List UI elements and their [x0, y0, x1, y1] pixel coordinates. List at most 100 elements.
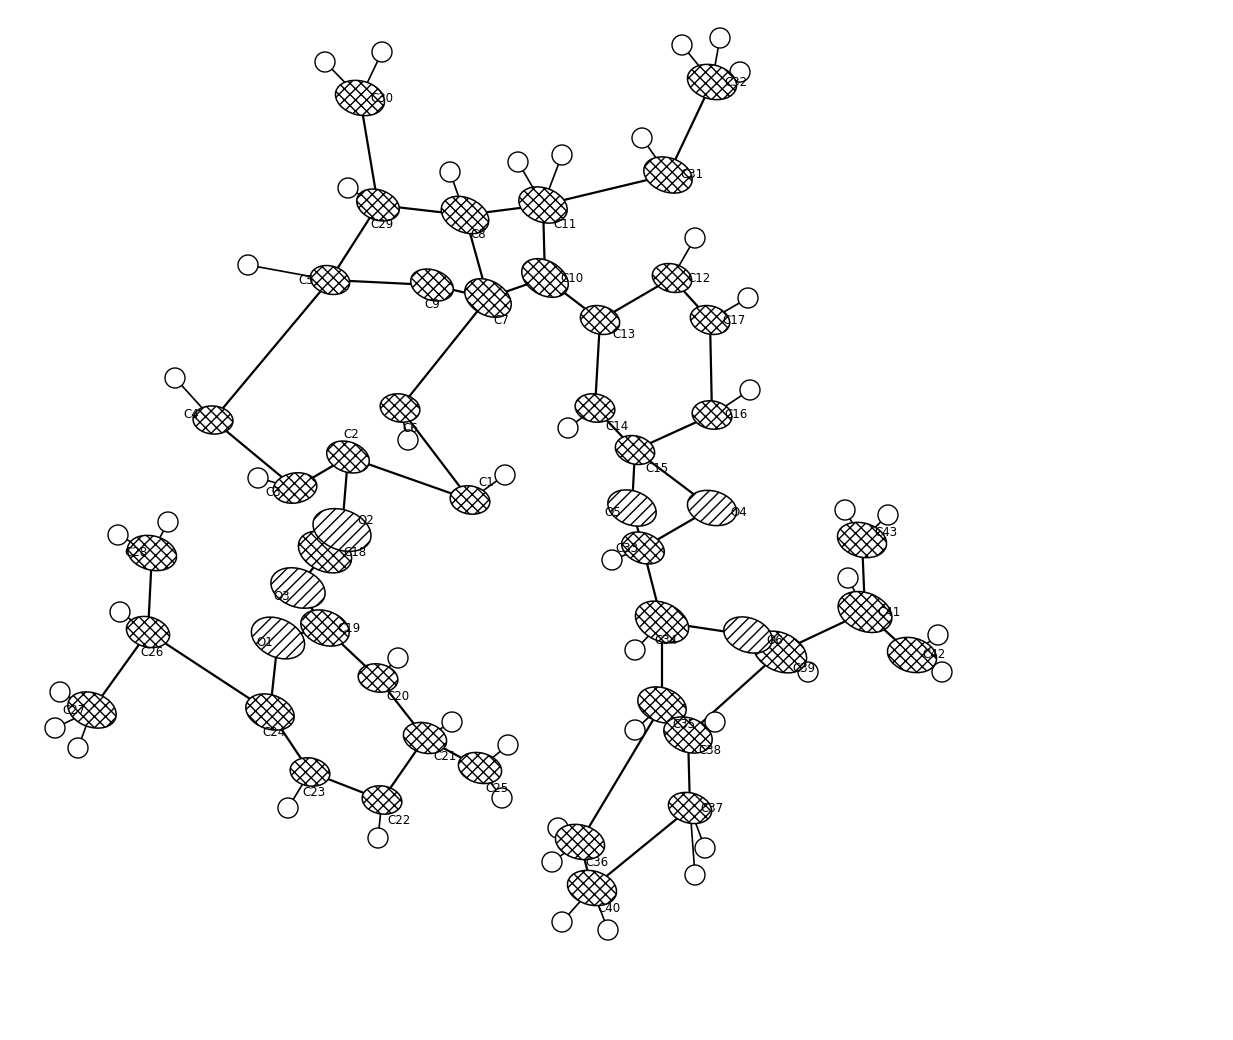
Circle shape [338, 178, 358, 198]
Text: C3: C3 [265, 487, 281, 499]
Circle shape [552, 145, 572, 165]
Ellipse shape [252, 617, 305, 659]
Ellipse shape [363, 786, 402, 814]
Circle shape [238, 255, 258, 275]
Circle shape [277, 798, 298, 818]
Circle shape [552, 912, 572, 932]
Text: C6: C6 [402, 421, 418, 435]
Text: C17: C17 [723, 313, 745, 327]
Ellipse shape [313, 509, 371, 551]
Ellipse shape [290, 758, 330, 786]
Circle shape [367, 828, 388, 848]
Circle shape [625, 720, 645, 740]
Circle shape [547, 818, 568, 838]
Circle shape [494, 465, 515, 485]
Ellipse shape [581, 306, 620, 335]
Text: O2: O2 [358, 514, 374, 526]
Circle shape [51, 682, 70, 702]
Text: C38: C38 [698, 745, 721, 757]
Ellipse shape [837, 522, 887, 557]
Ellipse shape [403, 723, 446, 754]
Text: C9: C9 [424, 298, 440, 312]
Text: C7: C7 [493, 313, 509, 327]
Circle shape [248, 468, 268, 488]
Text: O5: O5 [604, 506, 620, 520]
Ellipse shape [575, 394, 615, 422]
Ellipse shape [668, 792, 711, 824]
Text: C25: C25 [485, 781, 508, 795]
Text: C18: C18 [343, 546, 366, 558]
Circle shape [739, 288, 758, 308]
Text: C34: C34 [653, 633, 677, 647]
Ellipse shape [555, 825, 604, 860]
Ellipse shape [753, 631, 806, 673]
Ellipse shape [411, 269, 454, 301]
Circle shape [44, 718, 65, 738]
Ellipse shape [465, 279, 512, 317]
Text: C21: C21 [433, 750, 456, 762]
Circle shape [342, 88, 363, 108]
Text: O1: O1 [256, 636, 272, 650]
Ellipse shape [327, 441, 370, 473]
Text: C41: C41 [877, 605, 900, 619]
Text: C5: C5 [298, 274, 313, 286]
Text: C37: C37 [700, 802, 723, 814]
Ellipse shape [621, 532, 665, 564]
Circle shape [705, 712, 725, 732]
Ellipse shape [335, 80, 385, 115]
Ellipse shape [567, 870, 616, 906]
Ellipse shape [692, 400, 732, 430]
Ellipse shape [663, 717, 713, 753]
Ellipse shape [380, 394, 420, 422]
Ellipse shape [688, 64, 736, 100]
Text: C26: C26 [141, 646, 163, 658]
Circle shape [559, 418, 578, 438]
Ellipse shape [688, 490, 736, 525]
Ellipse shape [274, 473, 317, 503]
Circle shape [388, 648, 408, 668]
Circle shape [165, 368, 185, 388]
Text: C12: C12 [687, 271, 710, 285]
Text: C13: C13 [612, 329, 635, 341]
Text: C33: C33 [615, 542, 637, 554]
Circle shape [543, 852, 562, 872]
Ellipse shape [888, 638, 937, 673]
Text: C29: C29 [370, 218, 393, 232]
Circle shape [598, 920, 618, 940]
Text: C42: C42 [922, 649, 946, 661]
Text: C10: C10 [560, 271, 583, 285]
Text: O3: O3 [272, 590, 290, 602]
Circle shape [686, 865, 705, 885]
Circle shape [878, 505, 898, 525]
Text: C1: C1 [478, 475, 493, 489]
Text: C2: C2 [343, 428, 359, 442]
Text: C36: C36 [584, 856, 608, 868]
Circle shape [695, 838, 715, 858]
Ellipse shape [68, 692, 116, 728]
Ellipse shape [358, 664, 398, 693]
Ellipse shape [356, 189, 399, 220]
Circle shape [508, 152, 528, 172]
Circle shape [602, 550, 621, 570]
Text: C23: C23 [302, 785, 326, 799]
Ellipse shape [194, 406, 233, 434]
Text: C31: C31 [681, 168, 703, 182]
Text: O6: O6 [766, 633, 783, 647]
Circle shape [798, 662, 817, 682]
Ellipse shape [724, 617, 772, 653]
Text: C35: C35 [672, 719, 695, 731]
Circle shape [158, 512, 178, 532]
Text: C39: C39 [792, 661, 815, 675]
Text: C4: C4 [182, 409, 199, 421]
Circle shape [110, 602, 129, 622]
Text: C20: C20 [386, 690, 409, 702]
Text: C43: C43 [874, 525, 898, 539]
Circle shape [838, 568, 858, 588]
Ellipse shape [298, 531, 351, 573]
Ellipse shape [311, 265, 350, 294]
Circle shape [625, 640, 645, 660]
Text: C15: C15 [645, 462, 668, 474]
Circle shape [835, 500, 854, 520]
Circle shape [492, 788, 512, 808]
Circle shape [398, 430, 418, 450]
